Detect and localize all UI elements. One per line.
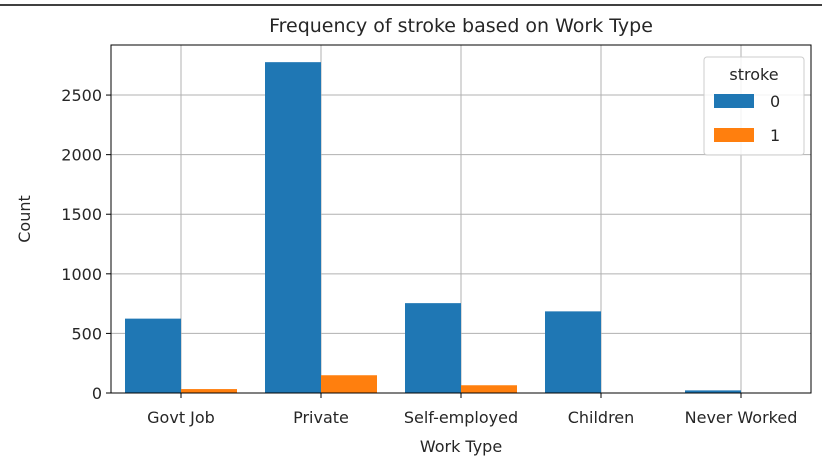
- x-axis-ticks: Govt Job Private Self-employed Children Neve…: [147, 393, 797, 427]
- x-tick-label: Private: [293, 408, 349, 427]
- bar-0-never-worked: [685, 390, 741, 393]
- x-tick-label: Children: [568, 408, 635, 427]
- bar-1-govt-job: [181, 389, 237, 393]
- y-tick-label: 0: [92, 384, 102, 403]
- x-tick-label: Self-employed: [404, 408, 518, 427]
- bar-0-self-employed: [405, 303, 461, 393]
- x-axis-title: Work Type: [420, 437, 502, 456]
- bar-1-private: [321, 375, 377, 393]
- legend-label-0: 0: [770, 92, 780, 111]
- chart-title: Frequency of stroke based on Work Type: [269, 15, 653, 37]
- y-tick-label: 500: [71, 324, 102, 343]
- y-tick-label: 2000: [61, 146, 102, 165]
- y-tick-label: 2500: [61, 86, 102, 105]
- bar-0-private: [265, 62, 321, 393]
- legend-title: stroke: [729, 65, 778, 84]
- y-axis-title: Count: [15, 195, 34, 243]
- x-tick-label: Govt Job: [147, 408, 215, 427]
- bar-0-children: [545, 311, 601, 393]
- legend-swatch-1: [714, 128, 754, 142]
- bar-0-govt-job: [125, 318, 181, 393]
- legend-swatch-0: [714, 94, 754, 108]
- x-tick-label: Never Worked: [685, 408, 798, 427]
- legend: stroke 0 1: [703, 56, 805, 156]
- y-axis-ticks: 0 500 1000 1500 2000 2500: [61, 86, 111, 403]
- bars-group: [125, 62, 741, 393]
- y-tick-label: 1000: [61, 265, 102, 284]
- y-tick-label: 1500: [61, 205, 102, 224]
- legend-label-1: 1: [770, 126, 780, 145]
- bar-1-self-employed: [461, 385, 517, 393]
